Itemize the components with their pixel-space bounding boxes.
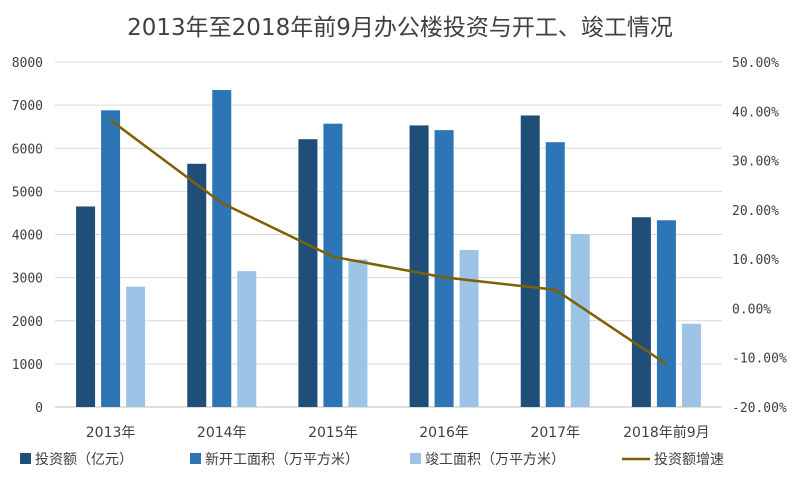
legend-swatch (190, 453, 201, 464)
growth-line (109, 119, 668, 366)
bar (126, 286, 146, 407)
bar (545, 142, 565, 407)
y-left-tick-label: 2000 (12, 315, 43, 330)
y-right-tick-label: 30.00% (732, 155, 779, 170)
legend-label: 新开工面积（万平方米） (205, 452, 359, 468)
bar (298, 139, 318, 407)
y-right-tick-label: 50.00% (732, 56, 779, 71)
y-right-tick-label: -10.00% (732, 352, 787, 367)
bar (101, 110, 121, 408)
y-right-tick-label: 40.00% (732, 105, 779, 120)
y-left-tick-label: 6000 (12, 142, 43, 157)
bar (570, 234, 590, 407)
legend-label: 竣工面积（万平方米） (425, 452, 565, 468)
legend-swatch (20, 453, 31, 464)
x-tick-label: 2015年 (308, 425, 358, 441)
bar (520, 115, 540, 407)
bar (187, 163, 207, 407)
x-tick-label: 2016年 (419, 425, 469, 441)
y-left-tick-label: 5000 (12, 185, 43, 200)
y-left-tick-label: 7000 (12, 99, 43, 114)
y-left-tick-label: 1000 (12, 358, 43, 373)
legend-label: 投资额（亿元） (35, 452, 133, 468)
bar (212, 90, 232, 407)
y-left-tick-label: 0 (35, 401, 43, 416)
y-left-tick-label: 8000 (12, 56, 43, 71)
x-tick-label: 2018年前9月 (623, 424, 710, 441)
legend-label: 投资额增速 (654, 452, 724, 468)
chart-title: 2013年至2018年前9月办公楼投资与开工、竣工情况 (127, 15, 673, 41)
y-right-tick-label: 10.00% (732, 253, 779, 268)
x-tick-label: 2014年 (197, 425, 247, 441)
y-right-tick-label: 0.00% (732, 302, 771, 317)
bar (681, 323, 701, 407)
bar (348, 259, 368, 407)
bar (76, 206, 96, 407)
y-right-tick-label: -20.00% (732, 401, 787, 416)
bar (409, 125, 429, 408)
x-tick-label: 2013年 (86, 425, 136, 441)
y-left-tick-label: 3000 (12, 272, 43, 287)
bar (237, 271, 257, 407)
y-right-tick-label: 20.00% (732, 204, 779, 219)
bar (631, 217, 651, 407)
y-left-tick-label: 4000 (12, 229, 43, 244)
bar (656, 220, 676, 407)
legend-swatch (410, 453, 421, 464)
bar (459, 250, 479, 407)
bar (323, 123, 343, 407)
x-tick-label: 2017年 (530, 425, 580, 441)
bar (434, 130, 454, 407)
